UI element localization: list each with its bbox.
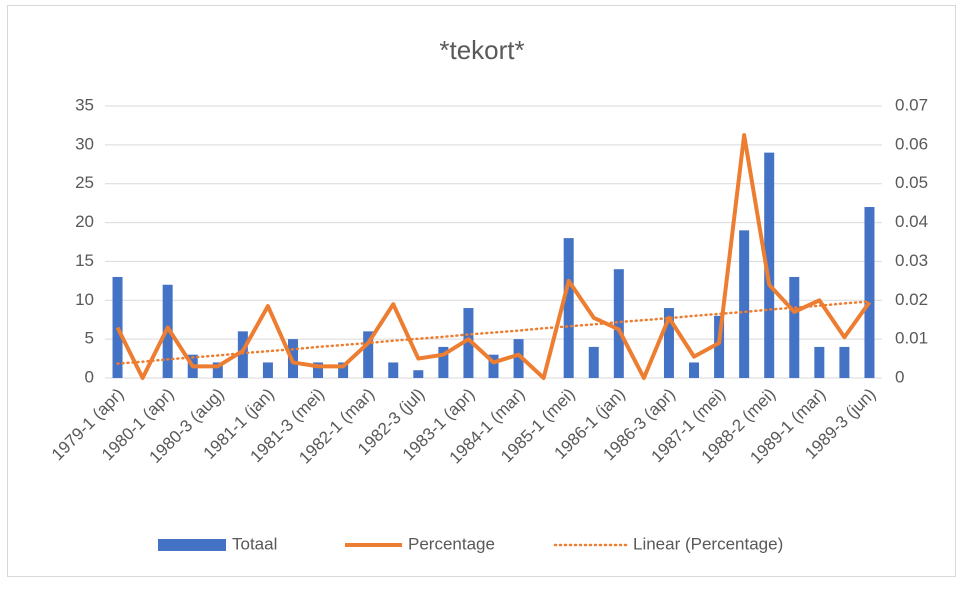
legend-label: Percentage — [408, 534, 495, 553]
y-tick-label: 10 — [75, 290, 94, 309]
chart-frame — [7, 5, 956, 577]
bar — [262, 362, 273, 378]
bar — [363, 331, 374, 378]
y2-tick-label: 0.07 — [895, 95, 928, 114]
y2-tick-label: 0.05 — [895, 173, 928, 192]
bar — [613, 269, 624, 378]
bar — [463, 308, 474, 378]
y-tick-label: 5 — [85, 329, 94, 348]
y-tick-label: 35 — [75, 95, 94, 114]
bar — [413, 370, 424, 378]
legend-label: Totaal — [232, 534, 277, 553]
bar — [563, 238, 574, 378]
line — [115, 133, 872, 380]
y2-tick-label: 0 — [895, 367, 904, 386]
bar — [588, 346, 599, 378]
legend-label: Linear (Percentage) — [633, 534, 783, 553]
bar — [513, 339, 524, 378]
bar — [814, 346, 825, 378]
bar — [789, 276, 800, 378]
bar — [313, 362, 324, 378]
trend-line — [116, 300, 871, 365]
legend-swatch — [158, 539, 226, 551]
y-tick-label: 30 — [75, 134, 94, 153]
bar — [663, 308, 674, 378]
y-tick-label: 15 — [75, 251, 94, 270]
y2-tick-label: 0.01 — [895, 329, 928, 348]
bar — [438, 346, 449, 378]
bar — [739, 230, 750, 378]
bar — [212, 362, 223, 378]
chart-title: *tekort* — [439, 35, 524, 65]
y2-tick-label: 0.06 — [895, 134, 928, 153]
bar — [488, 354, 499, 378]
bar — [237, 331, 248, 378]
y2-tick-label: 0.04 — [895, 212, 928, 231]
y-tick-label: 25 — [75, 173, 94, 192]
y-tick-label: 0 — [85, 367, 94, 386]
y2-tick-label: 0.03 — [895, 251, 928, 270]
bar — [839, 346, 850, 378]
bar — [388, 362, 399, 378]
bar — [689, 362, 700, 378]
bar — [864, 207, 875, 378]
bar — [764, 152, 775, 378]
y2-tick-label: 0.02 — [895, 290, 928, 309]
y-tick-label: 20 — [75, 212, 94, 231]
bar — [714, 315, 725, 378]
bar — [338, 362, 349, 378]
